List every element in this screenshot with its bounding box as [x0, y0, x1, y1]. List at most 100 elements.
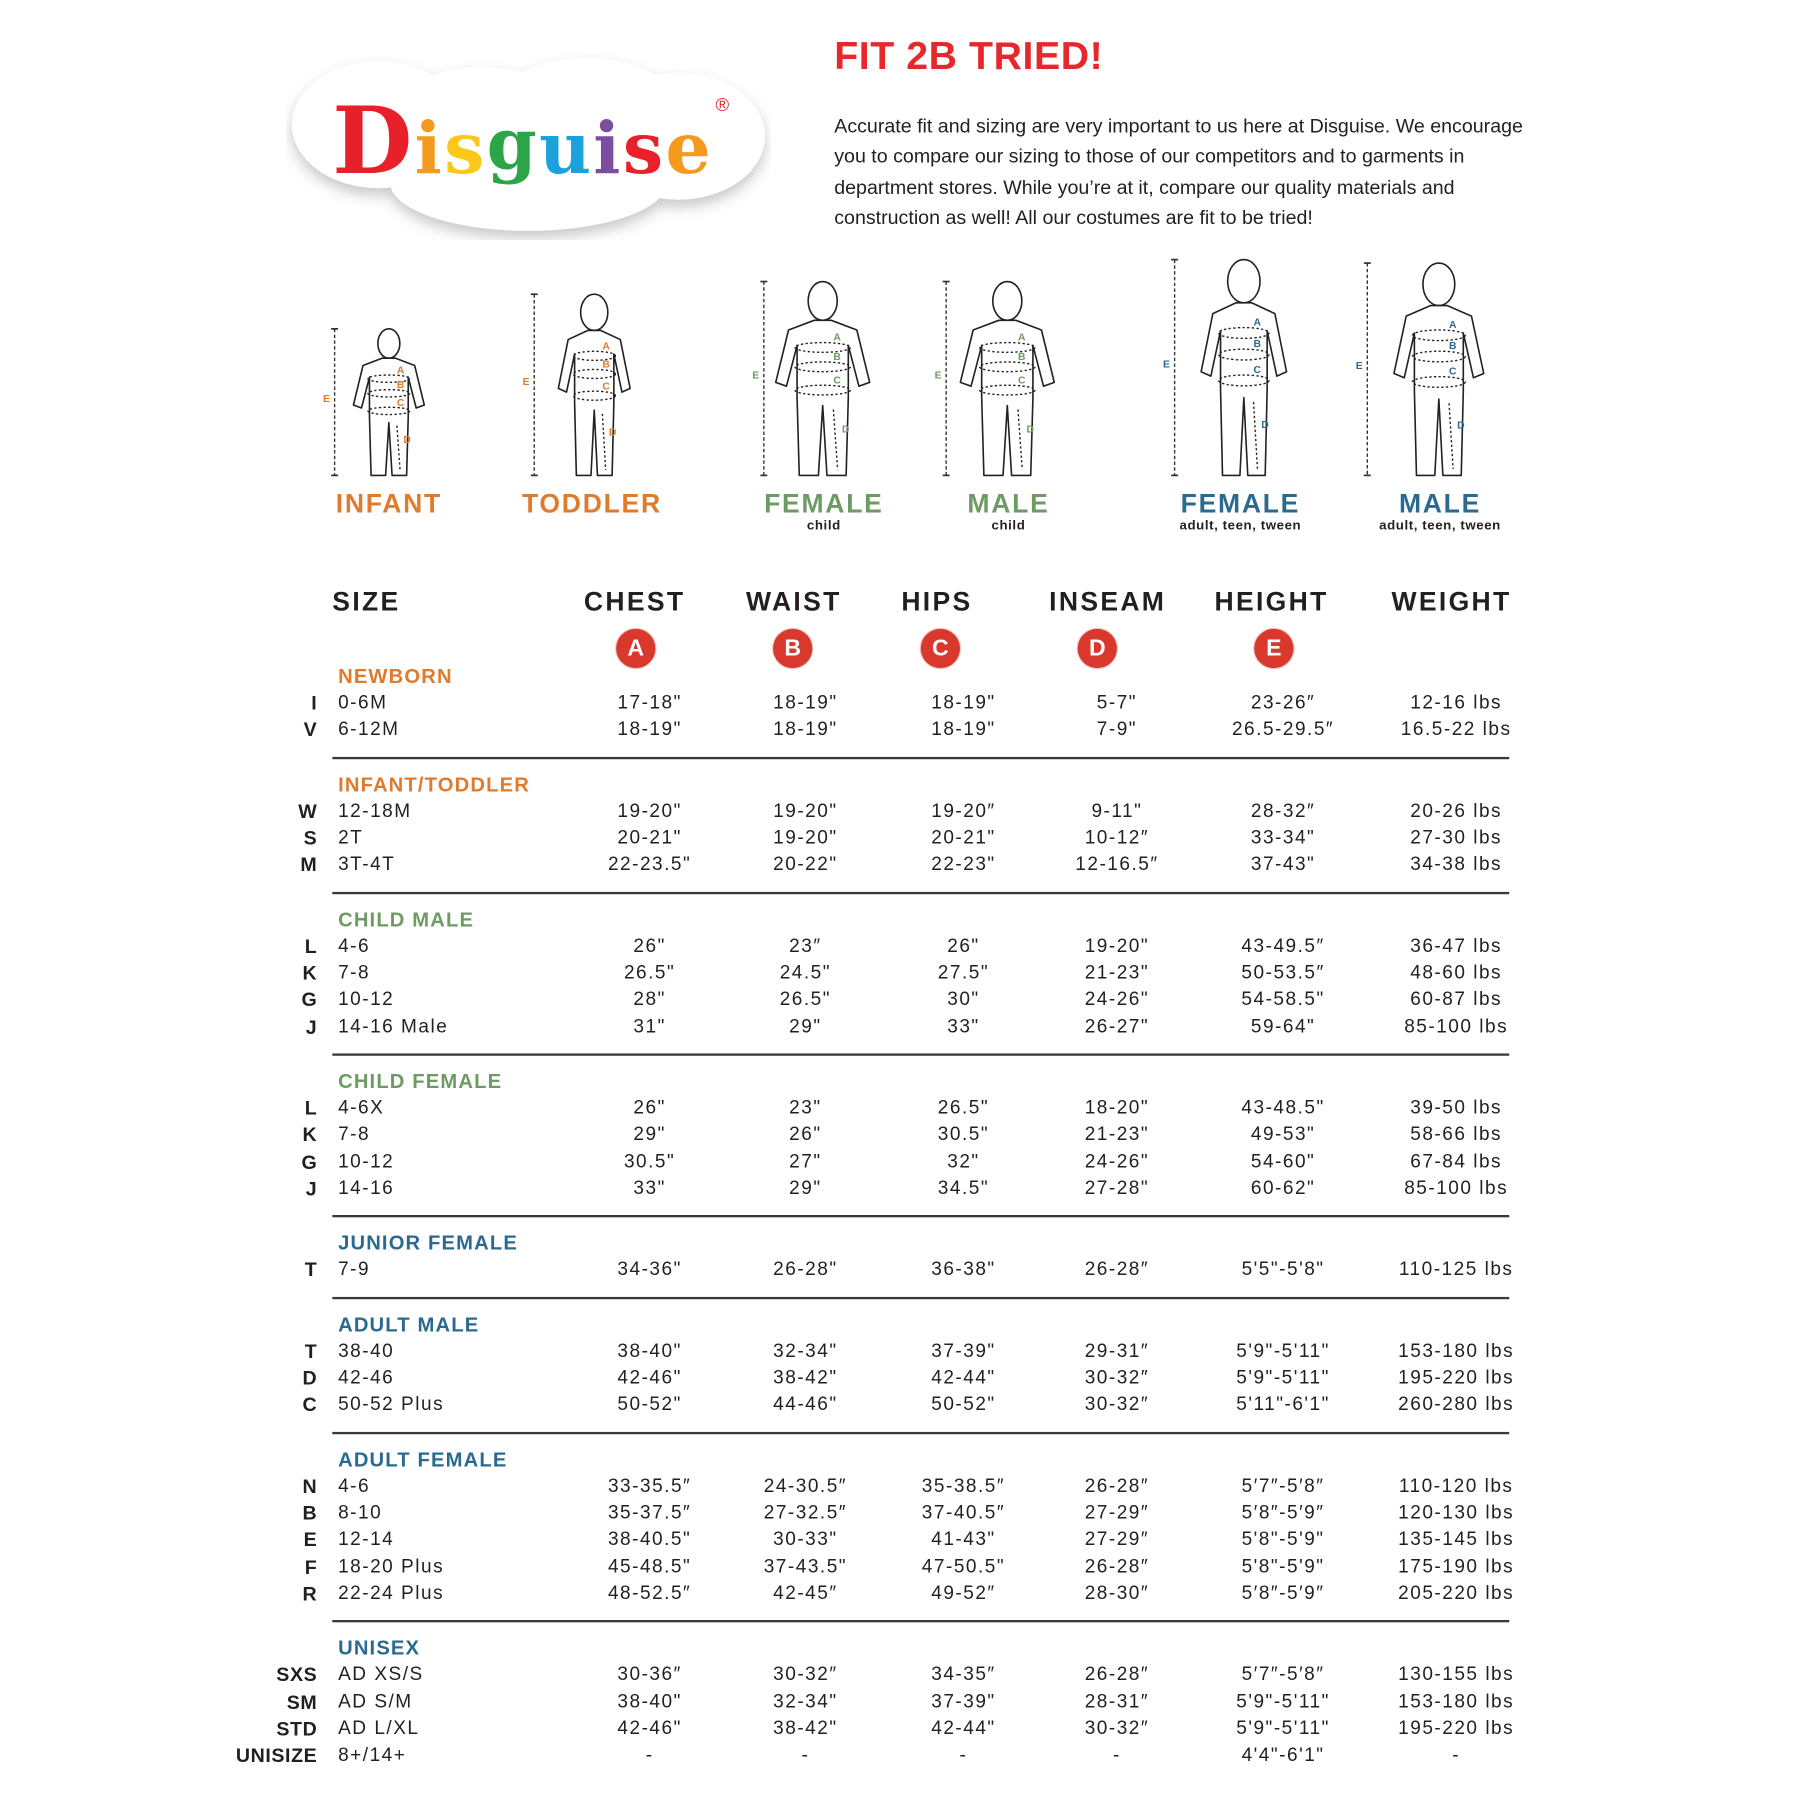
waist-cell: 32-34": [773, 1340, 838, 1362]
table-row: J 14-16 33" 29" 34.5" 27-28" 60-62" 85-100 lbs: [0, 1176, 1800, 1203]
hips-cell: 37-40.5″: [921, 1502, 1006, 1523]
weight-cell: 39-50 lbs: [1410, 1097, 1503, 1119]
measure-letter-d: D: [1457, 421, 1465, 432]
column-header-waist: WAIST: [746, 586, 842, 617]
hips-cell: 47-50.5": [921, 1556, 1006, 1577]
measure-letter: A: [397, 366, 405, 377]
figure-label: MALE: [967, 488, 1050, 519]
column-header-hips: HIPS: [901, 586, 973, 617]
figure-sublabel: adult, teen, tween: [1379, 519, 1501, 534]
weight-cell: 36-47 lbs: [1410, 935, 1503, 957]
hips-cell: 41-43": [931, 1529, 996, 1550]
waist-cell: 27": [789, 1151, 822, 1172]
logo-letter: e: [665, 106, 711, 190]
size-name: 22-24 Plus: [338, 1582, 445, 1604]
size-name: 12-18M: [338, 800, 412, 822]
measure-letter-e: E: [935, 370, 942, 381]
height-cell: 5'9"-5'11": [1236, 1340, 1330, 1362]
weight-cell: 153-180 lbs: [1398, 1340, 1515, 1362]
waist-cell: 38-42": [773, 1367, 838, 1388]
figure-adult-female-icon: E AB C D: [1163, 258, 1288, 477]
column-header-weight: WEIGHT: [1391, 586, 1512, 617]
hips-cell: 35-38.5″: [921, 1475, 1006, 1497]
chest-cell: 22-23.5": [607, 854, 692, 875]
measure-letter: B: [1254, 339, 1262, 350]
chest-cell: 38-40.5": [607, 1529, 692, 1550]
weight-cell: 85-100 lbs: [1404, 1016, 1509, 1037]
table-row: F 18-20 Plus 45-48.5" 37-43.5" 47-50.5" 26-28…: [0, 1554, 1800, 1581]
hips-cell: 18-19": [931, 692, 996, 714]
waist-cell: 23″: [789, 935, 822, 957]
size-code: STD: [276, 1717, 318, 1740]
size-name: 3T-4T: [338, 854, 396, 875]
height-cell: 5'11"-6'1": [1236, 1394, 1330, 1415]
table-row: L 4-6X 26" 23" 26.5" 18-20" 43-48.5" 39-50 lbs: [0, 1095, 1800, 1122]
hips-cell: 33": [947, 1016, 980, 1037]
figure-toddler-icon: E ABC D: [523, 293, 631, 477]
column-header-height: HEIGHT: [1214, 586, 1329, 617]
hips-cell: 18-19": [931, 719, 996, 740]
chest-cell: 33": [633, 1178, 666, 1199]
registered-mark: ®: [715, 94, 729, 115]
size-code: R: [302, 1582, 318, 1605]
size-code: T: [304, 1340, 318, 1363]
size-section: ADULT MALE T 38-40 38-40" 32-34" 37-39" 29-31″…: [0, 1311, 1800, 1418]
size-code: S: [303, 827, 318, 850]
size-name: 8+/14+: [338, 1744, 407, 1766]
waist-cell: 38-42": [773, 1717, 838, 1739]
waist-cell: 20-22": [773, 854, 838, 875]
measure-letter: C: [1254, 365, 1262, 376]
measure-letter: A: [1018, 333, 1026, 344]
measure-letter-e: E: [1356, 361, 1363, 372]
table-row: S 2T 20-21" 19-20" 20-21" 10-12″ 33-34" 27-30 l…: [0, 825, 1800, 852]
measure-letter: B: [602, 360, 610, 371]
size-section: NEWBORN I 0-6M 17-18" 18-19" 18-19" 5-7" 23-26″…: [0, 663, 1800, 743]
size-code: G: [301, 1151, 318, 1174]
table-row: B 8-10 35-37.5″ 27-32.5″ 37-40.5″ 27-29″ 5′8″-…: [0, 1500, 1800, 1527]
inseam-cell: 26-28″: [1084, 1556, 1150, 1577]
chest-cell: 18-19": [617, 719, 682, 740]
weight-cell: 195-220 lbs: [1398, 1717, 1515, 1739]
intro-line: Accurate fit and sizing are very importa…: [834, 115, 1523, 138]
size-code: F: [304, 1556, 318, 1578]
chest-cell: 17-18": [617, 692, 682, 714]
column-header-inseam: INSEAM: [1049, 586, 1167, 617]
weight-cell: 153-180 lbs: [1398, 1691, 1515, 1712]
size-code: L: [304, 1097, 318, 1120]
table-row: UNISIZE 8+/14+ - - - - 4'4"-6'1" -: [0, 1743, 1800, 1770]
size-code: V: [303, 719, 318, 742]
waist-cell: 42-45″: [773, 1582, 838, 1604]
inseam-cell: 10-12″: [1084, 827, 1150, 849]
size-name: 4-6X: [338, 1097, 385, 1119]
column-header-size: SIZE: [332, 586, 401, 617]
section-title: ADULT FEMALE: [338, 1447, 508, 1471]
height-cell: 5′8″-5′9″: [1241, 1582, 1325, 1604]
weight-cell: 175-190 lbs: [1398, 1556, 1515, 1577]
chest-cell: 38-40": [617, 1340, 682, 1362]
weight-cell: 85-100 lbs: [1404, 1178, 1509, 1199]
inseam-cell: 30-32″: [1084, 1717, 1150, 1739]
figure-adult-male-icon: E AB C D: [1356, 262, 1485, 477]
inseam-cell: 21-23": [1084, 962, 1150, 984]
logo-letter: s: [444, 106, 484, 190]
measure-letter-e: E: [523, 377, 530, 388]
weight-cell: -: [1452, 1744, 1461, 1766]
height-cell: 5′7″-5′8″: [1241, 1664, 1325, 1685]
size-name: 4-6: [338, 1475, 371, 1497]
waist-cell: 18-19": [773, 719, 838, 740]
measure-letter: A: [833, 333, 841, 344]
section-title: CHILD MALE: [338, 907, 475, 931]
measure-letter-e: E: [323, 394, 330, 405]
size-code: SM: [286, 1691, 318, 1713]
section-divider: [332, 1215, 1510, 1218]
figure-label: FEMALE: [1180, 488, 1301, 519]
figure-sublabel: child: [991, 519, 1026, 534]
measure-letter: B: [833, 352, 841, 363]
figure-infant-icon: E ABC D: [323, 327, 426, 477]
hips-cell: 22-23": [931, 854, 996, 875]
figure-label: MALE: [1398, 488, 1482, 519]
hips-cell: 32": [947, 1151, 980, 1172]
chest-cell: 34-36": [617, 1259, 682, 1280]
section-divider: [332, 756, 1510, 759]
hips-cell: 49-52″: [931, 1582, 996, 1604]
